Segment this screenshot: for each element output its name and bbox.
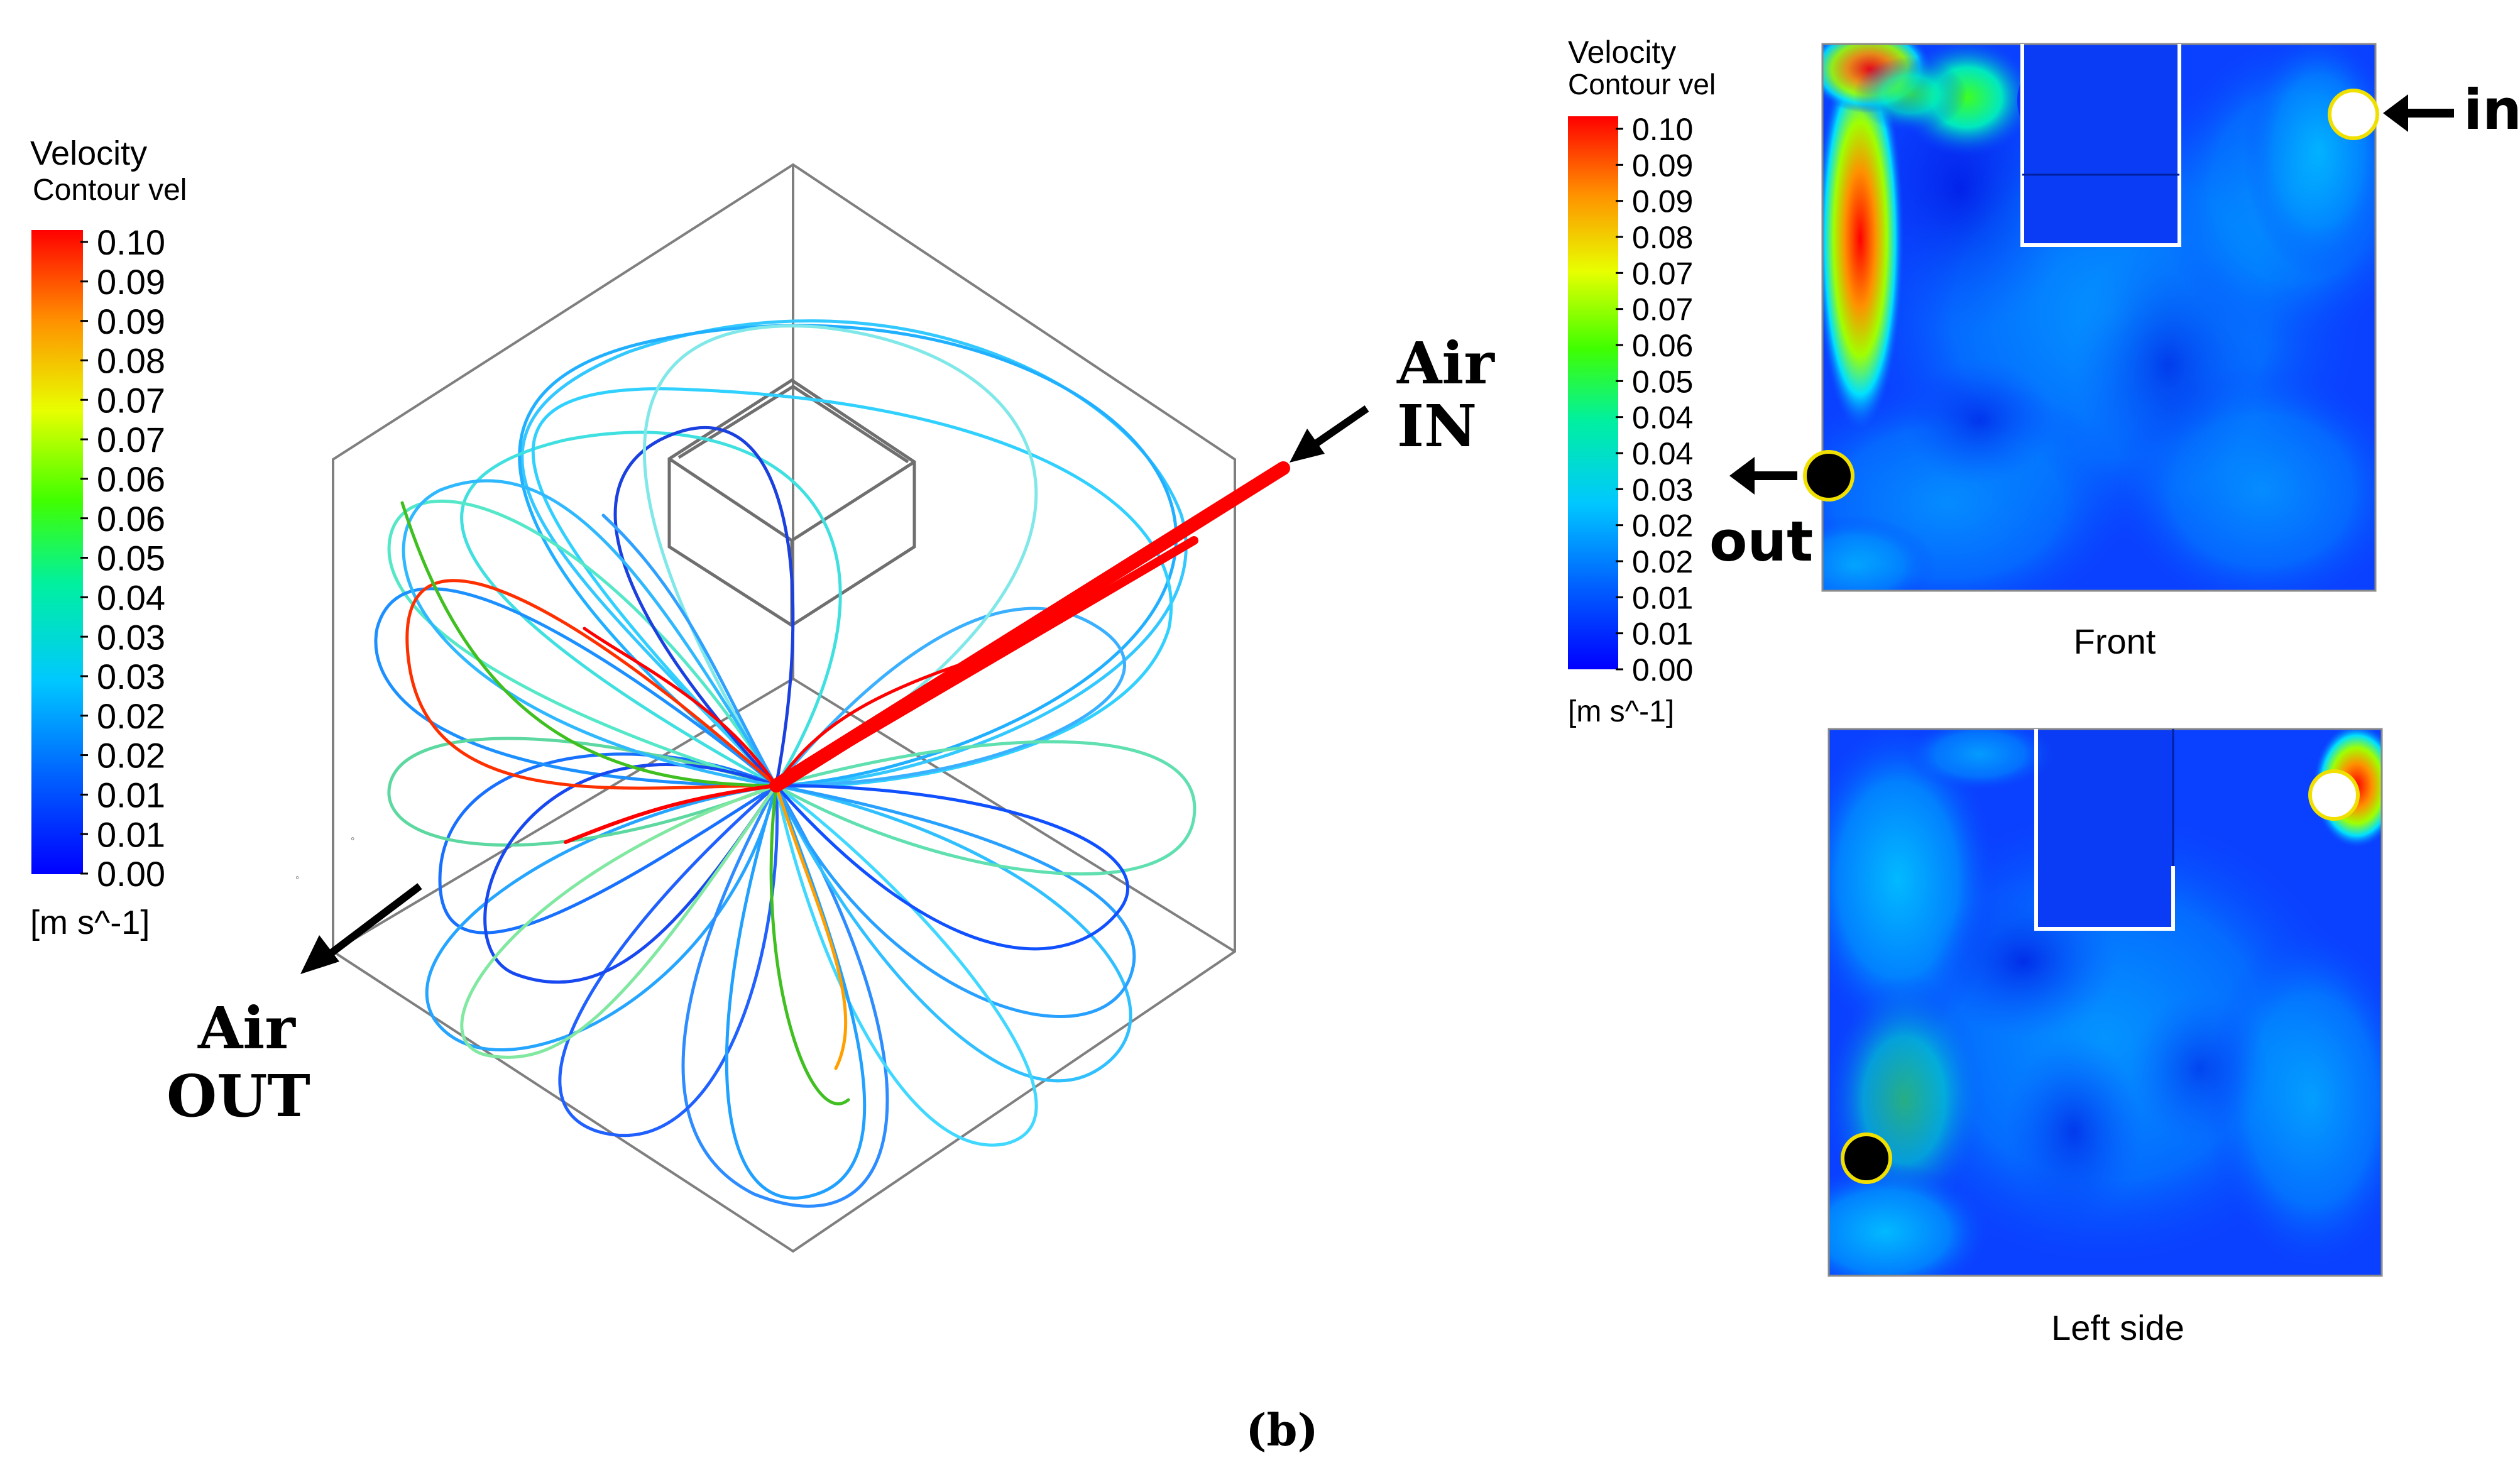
legend-tick-label: 0.09 bbox=[97, 262, 165, 302]
right-colorbar bbox=[1568, 116, 1618, 669]
legend-tick-label: 0.02 bbox=[1632, 544, 1693, 579]
legend-tick-label: 0.04 bbox=[1632, 436, 1693, 471]
legend-tick-label: 0.05 bbox=[97, 539, 165, 578]
legend-tick-label: 0.05 bbox=[1632, 364, 1693, 399]
front-contour-plot: in out Front bbox=[1709, 43, 2520, 661]
left-legend: Velocity Contour vel 0.100.090.090.080.0… bbox=[30, 134, 187, 941]
inlet-jet bbox=[564, 461, 1290, 844]
legend-tick-label: 0.07 bbox=[97, 420, 165, 459]
right-legend-ticks: 0.100.090.090.080.070.070.060.050.040.04… bbox=[1616, 112, 1693, 688]
left-legend-subtitle: Contour vel bbox=[33, 173, 187, 207]
legend-tick-label: 0.01 bbox=[97, 814, 165, 854]
legend-tick-label: 0.10 bbox=[1632, 112, 1693, 147]
right-legend: Velocity Contour vel 0.100.090.090.080.0… bbox=[1568, 35, 1716, 728]
legend-tick-label: 0.07 bbox=[1632, 256, 1693, 291]
legend-tick-label: 0.02 bbox=[97, 696, 165, 736]
legend-tick-label: 0.06 bbox=[1632, 328, 1693, 363]
air-in-arrow bbox=[1290, 405, 1369, 463]
legend-tick-label: 0.09 bbox=[97, 302, 165, 341]
air-in-label-line1: Air bbox=[1396, 329, 1495, 397]
domain-box-edges bbox=[332, 163, 1236, 1253]
legend-tick-label: 0.04 bbox=[97, 578, 165, 617]
front-obstacle-outline bbox=[2020, 44, 2181, 247]
front-outlet-label: out bbox=[1709, 509, 1813, 574]
side-inlet-marker bbox=[2308, 769, 2360, 821]
left-side-view-label: Left side bbox=[2051, 1308, 2184, 1347]
front-inlet-arrow bbox=[2383, 94, 2454, 132]
front-inlet-label: in bbox=[2463, 77, 2520, 142]
front-view-label: Front bbox=[2074, 622, 2156, 661]
legend-tick-label: 0.08 bbox=[97, 341, 165, 381]
legend-tick-label: 0.01 bbox=[1632, 580, 1693, 615]
air-in-annotation: Air IN bbox=[1290, 329, 1495, 463]
right-legend-unit: [m s^-1] bbox=[1568, 695, 1674, 728]
left-legend-title: Velocity bbox=[30, 134, 147, 172]
left-side-contour-plot: Left side bbox=[1827, 728, 2383, 1347]
streamlines bbox=[374, 319, 1197, 1208]
air-out-arrow bbox=[300, 883, 422, 974]
legend-tick-label: 0.03 bbox=[97, 617, 165, 657]
air-out-annotation: Air OUT bbox=[167, 883, 422, 1130]
front-outlet-marker bbox=[1803, 450, 1854, 502]
air-out-label-line2: OUT bbox=[167, 1062, 310, 1130]
front-outlet-arrow bbox=[1729, 457, 1797, 495]
right-legend-subtitle: Contour vel bbox=[1568, 68, 1716, 101]
legend-tick-label: 0.00 bbox=[1632, 652, 1693, 688]
legend-tick-label: 0.03 bbox=[97, 657, 165, 696]
legend-tick-label: 0.00 bbox=[97, 854, 165, 894]
legend-tick-label: 0.01 bbox=[97, 776, 165, 815]
side-outlet-marker bbox=[1841, 1132, 1892, 1184]
streamline-box-3d: ◦ ◦ bbox=[295, 163, 1290, 1253]
side-obstacle-outline bbox=[2034, 729, 2175, 931]
legend-tick-label: 0.01 bbox=[1632, 617, 1693, 652]
air-out-label-line1: Air bbox=[197, 994, 296, 1062]
legend-tick-label: 0.08 bbox=[1632, 220, 1693, 255]
figure-caption-text: (b) bbox=[1246, 1404, 1318, 1456]
legend-tick-label: 0.07 bbox=[1632, 292, 1693, 327]
stray-marker: ◦ bbox=[295, 871, 299, 884]
stray-marker: ◦ bbox=[351, 832, 354, 845]
left-legend-ticks: 0.100.090.090.080.070.070.060.060.050.04… bbox=[80, 222, 165, 894]
legend-tick-label: 0.03 bbox=[1632, 472, 1693, 507]
legend-tick-label: 0.06 bbox=[97, 499, 165, 539]
figure-caption: (b) bbox=[1246, 1404, 1318, 1456]
left-legend-unit: [m s^-1] bbox=[30, 904, 150, 941]
legend-tick-label: 0.09 bbox=[1632, 184, 1693, 219]
legend-tick-label: 0.07 bbox=[97, 380, 165, 420]
legend-tick-label: 0.10 bbox=[97, 222, 165, 262]
air-in-label-line2: IN bbox=[1397, 392, 1477, 460]
legend-tick-label: 0.02 bbox=[1632, 508, 1693, 544]
legend-tick-label: 0.02 bbox=[97, 736, 165, 776]
legend-tick-label: 0.04 bbox=[1632, 400, 1693, 436]
left-colorbar bbox=[31, 230, 83, 874]
right-legend-title: Velocity bbox=[1568, 35, 1676, 70]
legend-tick-label: 0.06 bbox=[97, 459, 165, 499]
legend-tick-label: 0.09 bbox=[1632, 148, 1693, 183]
front-inlet-marker bbox=[2328, 89, 2379, 140]
